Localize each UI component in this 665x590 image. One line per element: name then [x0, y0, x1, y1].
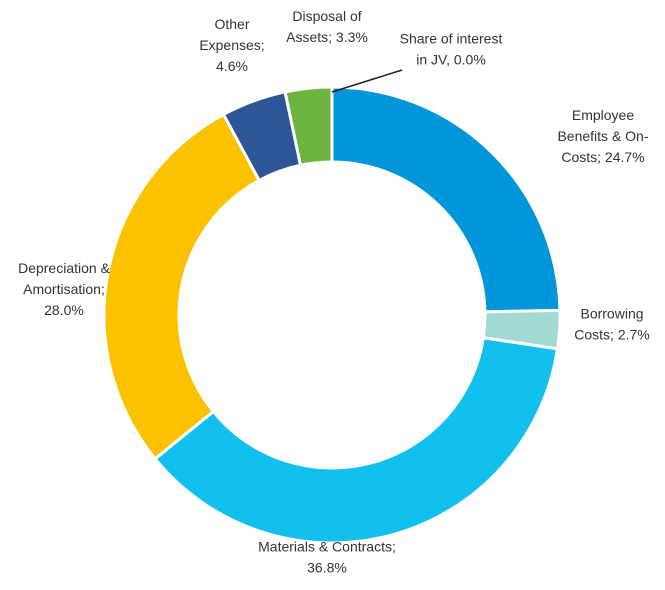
data-label-line: Net Loss from: [283, 0, 370, 3]
data-label-line: Disposal of: [292, 8, 361, 24]
data-labels-group: Employee Benefits & On- Costs; 24.7% Borrow…: [18, 0, 650, 576]
data-label-line: Amortisation;: [23, 281, 105, 297]
slice-net-loss-from-disposal-of-assets: [283, 85, 334, 168]
slice-materials-contracts: [152, 336, 560, 545]
data-label-materials-contracts: Materials & Contracts; 36.8%: [258, 539, 396, 576]
data-label-line: Costs; 2.7%: [574, 327, 649, 343]
data-label-line: Benefits & On-: [557, 128, 648, 144]
leader-lines: [331, 69, 403, 93]
data-label-other-expenses: Other Expenses; 4.6%: [199, 16, 264, 74]
data-label-line: in JV, 0.0%: [416, 52, 486, 68]
data-label-line: Assets; 3.3%: [286, 29, 368, 45]
slices-group: [102, 85, 562, 545]
data-label-depreciation-amortisation: Depreciation & Amortisation; 28.0%: [18, 260, 110, 318]
data-label-net-loss-from-disposal-of-assets: Net Loss from Disposal of Assets; 3.3%: [283, 0, 370, 45]
data-label-line: Share of interest: [400, 31, 503, 47]
data-label-line: Other: [214, 16, 249, 32]
data-label-line: Expenses;: [199, 37, 264, 53]
slice-employee-benefits-on-costs: [330, 85, 562, 314]
data-label-line: 36.8%: [307, 560, 347, 576]
data-label-line: Borrowing: [580, 306, 643, 322]
data-label-share-of-interest-in-jv: Share of interest in JV, 0.0%: [400, 31, 503, 68]
data-label-line: 28.0%: [44, 302, 84, 318]
slice-depreciation-amortisation: [102, 112, 262, 461]
data-label-borrowing-costs: Borrowing Costs; 2.7%: [574, 306, 649, 343]
data-label-line: Costs; 24.7%: [561, 149, 644, 165]
leader-line-share-of-interest-in-jv: [331, 69, 403, 93]
data-label-employee-benefits-on-costs: Employee Benefits & On- Costs; 24.7%: [557, 107, 648, 165]
data-label-line: Employee: [572, 107, 634, 123]
data-label-line: 4.6%: [216, 58, 248, 74]
data-label-line: Depreciation &: [18, 260, 110, 276]
data-label-line: Materials & Contracts;: [258, 539, 396, 555]
